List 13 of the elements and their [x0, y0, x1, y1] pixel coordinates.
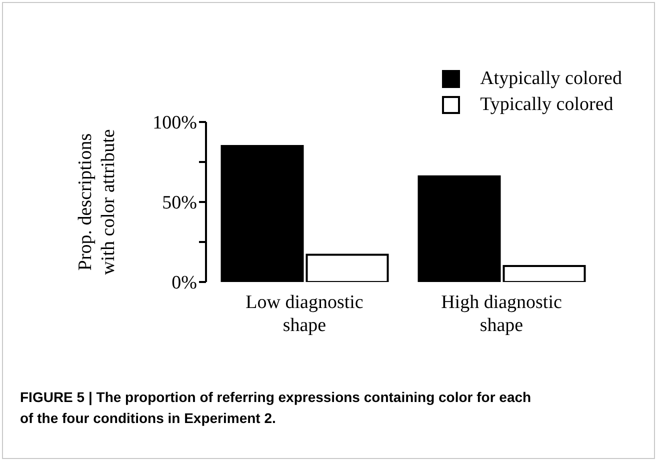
y-axis-title: Prop. descriptions with color attribute — [75, 129, 119, 275]
x-tick-label: Low diagnostic shape — [246, 292, 364, 336]
bar — [502, 265, 586, 282]
legend-label: Typically colored — [480, 93, 614, 117]
y-tick-label: 100% — [152, 112, 198, 134]
legend-label: Atypically colored — [480, 67, 622, 91]
x-tick-label: High diagnostic shape — [441, 292, 562, 336]
bar — [220, 145, 304, 282]
bar — [418, 175, 501, 282]
y-tick-label: 50% — [162, 192, 198, 214]
caption: FIGURE 5 | The proportion of referring expressions containing color for each of the four conditions in Experiment 2. — [20, 388, 532, 428]
bar — [306, 254, 389, 282]
y-tick-label: 0% — [172, 272, 198, 294]
